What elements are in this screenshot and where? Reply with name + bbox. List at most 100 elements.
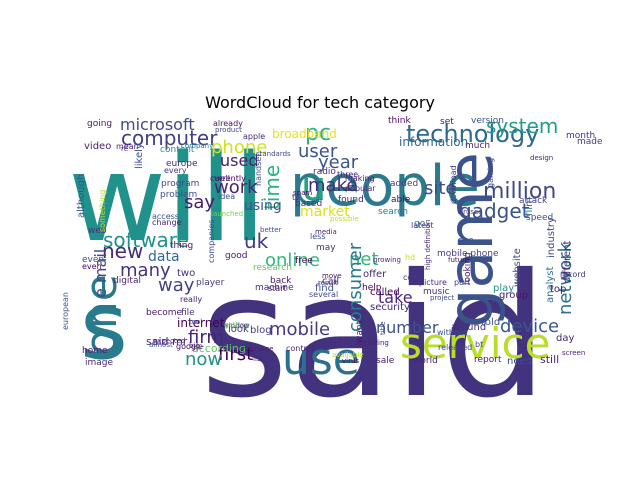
chart-title: WordCloud for tech category (205, 93, 435, 112)
word-new: new (102, 239, 143, 263)
word-screen: screen (562, 349, 585, 357)
word-expected: expected (153, 337, 185, 345)
word-group: group (499, 290, 528, 301)
word-back: back (270, 276, 292, 286)
word-two: two (177, 268, 195, 279)
word-small: small (258, 355, 277, 363)
word-image: image (85, 358, 113, 368)
word-standards: standards (256, 150, 291, 158)
word-although: although (76, 174, 87, 218)
word-help: help (362, 283, 382, 293)
word-market: market (300, 204, 350, 220)
word-viruses: viruses (457, 208, 482, 216)
word-play: play (493, 283, 514, 294)
word-pc: pc (305, 121, 331, 146)
word-access: access (152, 212, 179, 221)
word-high-definition: high definition (424, 220, 432, 270)
word-almost: almost (149, 341, 173, 349)
word-search: search (378, 207, 408, 217)
word-analyst: analyst (545, 267, 556, 304)
word-popular: popular (345, 184, 376, 193)
word-internet: internet (177, 316, 225, 330)
word-phone: phone (211, 137, 267, 158)
word-something: something (98, 190, 107, 232)
word-site: site (424, 178, 457, 199)
word-web: web (88, 226, 107, 236)
word-content: content (160, 145, 195, 155)
word-version: version (471, 116, 504, 126)
word-network: network (555, 241, 576, 315)
word-software: software (103, 228, 189, 252)
word-change: change (152, 218, 182, 227)
word-including: including (357, 339, 389, 347)
word-good: good (225, 251, 247, 261)
word-big: big (189, 342, 200, 350)
word-called: called (370, 287, 400, 298)
word-idea: idea (218, 192, 235, 201)
word-uk: uk (244, 229, 269, 253)
word-industry: industry (546, 217, 557, 258)
word-even: even (82, 262, 102, 271)
word-possible: possible (330, 215, 359, 223)
word-going: going (87, 119, 112, 129)
word-world: world (413, 356, 438, 366)
word-well: well (214, 174, 230, 183)
word-using: using (244, 198, 282, 214)
word-released: released (438, 343, 472, 352)
word-according: according (192, 342, 246, 355)
word-system: system (486, 114, 558, 138)
word-added: added (390, 179, 418, 189)
word-offer: offer (363, 269, 387, 280)
word-take: take (378, 288, 413, 307)
word-future: future (448, 256, 469, 264)
word-three: three (337, 170, 358, 179)
word-million: million (483, 179, 556, 204)
word-radio: radio (313, 167, 336, 177)
word-gaming: gaming (486, 158, 495, 188)
word-control: control (286, 344, 314, 353)
word-first: first (218, 344, 253, 365)
word-bt: bt (475, 340, 483, 349)
word-technology: technology (406, 120, 539, 148)
word-may: may (316, 243, 336, 253)
word-speed: speed (526, 213, 553, 223)
word-day: day (556, 333, 574, 344)
word-looking: looking (463, 252, 473, 285)
word-growing: growing (373, 256, 401, 264)
word-device: device (500, 316, 559, 337)
word-based: based (295, 199, 322, 209)
word-launched: launched (211, 210, 243, 218)
word-research: research (253, 263, 292, 273)
word-even: even (82, 255, 104, 265)
word-find: find (315, 283, 334, 294)
word-still: still (540, 353, 559, 366)
word-see: see (458, 236, 474, 246)
word-part: part (454, 278, 470, 287)
word-told: told (481, 317, 500, 328)
word-blog: blog (250, 325, 272, 336)
word-data: data (148, 249, 180, 265)
word-cost: cost (403, 273, 420, 282)
word-digital: digital (113, 276, 141, 286)
word-already: already (213, 119, 243, 128)
word-used: used (220, 151, 258, 170)
word-spam: spam (293, 189, 312, 197)
word-latest: latest (411, 221, 434, 230)
word-getting: getting (224, 321, 249, 329)
word-go: go (414, 219, 426, 229)
word-window: window (223, 322, 250, 330)
word-start: start (268, 284, 287, 293)
word-move: move (322, 272, 342, 280)
word-list: list (253, 355, 264, 363)
word-likely: likely (134, 143, 145, 169)
word-service: service (400, 319, 550, 368)
word-file: file (181, 308, 195, 318)
word-many: many (120, 260, 171, 281)
word-want: want (355, 320, 365, 343)
word-less: less (310, 232, 325, 241)
word-user: user (298, 141, 338, 162)
word-google: google (176, 342, 203, 351)
word-website: website (512, 248, 523, 287)
word-program: program (161, 179, 199, 189)
